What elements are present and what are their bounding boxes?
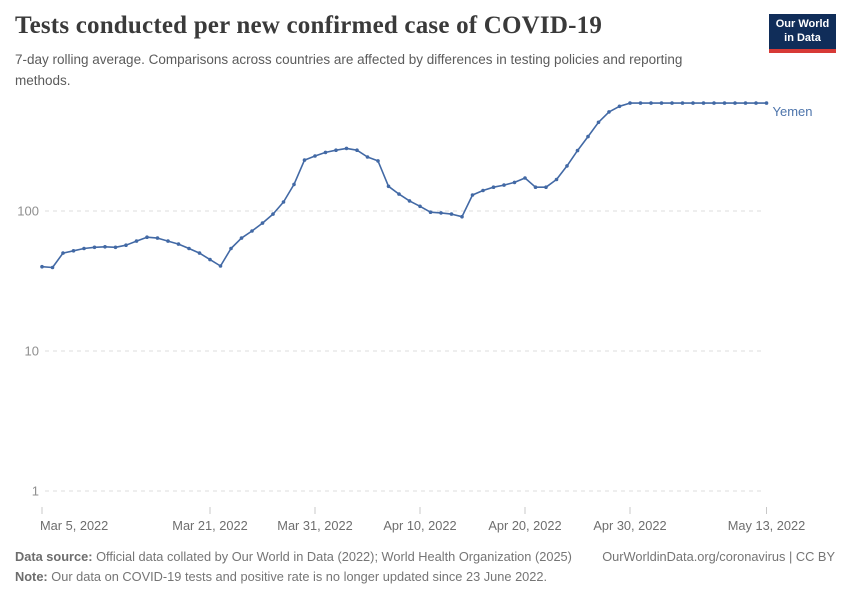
- data-point: [754, 101, 758, 105]
- data-point: [523, 176, 527, 180]
- x-axis-label: Mar 31, 2022: [277, 518, 352, 533]
- series-end-label: Yemen: [773, 104, 813, 119]
- note-label: Note:: [15, 569, 48, 585]
- data-point: [712, 101, 716, 105]
- data-point: [407, 199, 412, 203]
- data-point: [670, 101, 674, 105]
- data-point: [586, 134, 590, 139]
- x-axis-label: Apr 30, 2022: [593, 518, 666, 533]
- data-point: [428, 210, 433, 214]
- x-axis-label: Apr 20, 2022: [488, 518, 561, 533]
- data-point: [103, 245, 107, 249]
- data-point: [176, 242, 181, 246]
- data-source-value: Official data collated by Our World in D…: [92, 549, 572, 565]
- data-point: [680, 101, 685, 105]
- data-point: [554, 177, 559, 182]
- data-point: [628, 101, 632, 105]
- x-axis-label: Apr 10, 2022: [383, 518, 456, 533]
- data-point: [607, 110, 611, 114]
- data-point: [61, 251, 65, 255]
- data-point: [239, 236, 244, 240]
- data-point: [418, 204, 422, 209]
- data-point: [460, 214, 464, 219]
- page-title: Tests conducted per new confirmed case o…: [15, 12, 603, 39]
- data-point: [439, 211, 443, 215]
- data-point: [638, 101, 643, 105]
- data-point: [50, 265, 55, 270]
- data-point: [197, 251, 202, 255]
- data-point: [470, 193, 475, 197]
- y-axis-label: 1: [32, 484, 39, 499]
- data-point: [649, 101, 653, 105]
- chart-header: Tests conducted per new confirmed case o…: [15, 12, 755, 92]
- data-point: [155, 236, 160, 240]
- note-text: Note: Our data on COVID-19 tests and pos…: [15, 567, 835, 587]
- data-point: [82, 246, 86, 251]
- x-axis-label: May 13, 2022: [728, 518, 806, 533]
- data-point: [40, 264, 44, 269]
- data-point: [512, 180, 517, 185]
- note-value: Our data on COVID-19 tests and positive …: [47, 569, 548, 585]
- data-point: [334, 148, 338, 152]
- chart-footer: Data source: Official data collated by O…: [15, 547, 835, 587]
- owid-logo-line2: in Data: [784, 31, 821, 44]
- data-point: [691, 101, 695, 105]
- data-point: [565, 164, 569, 168]
- data-point: [71, 249, 76, 253]
- data-point: [733, 101, 737, 105]
- data-point: [260, 221, 265, 225]
- owid-logo-line1: Our World: [775, 17, 830, 30]
- data-point: [281, 200, 286, 204]
- owid-logo[interactable]: Our World in Data: [769, 14, 836, 53]
- data-point: [596, 120, 601, 125]
- data-point: [124, 243, 128, 247]
- data-point: [145, 235, 149, 239]
- data-source-label: Data source:: [15, 549, 93, 565]
- data-point: [302, 158, 307, 162]
- data-point: [355, 148, 359, 152]
- y-axis-label: 10: [25, 344, 39, 359]
- data-point: [533, 185, 538, 189]
- data-point: [764, 101, 769, 105]
- data-point: [134, 239, 139, 243]
- data-point: [229, 246, 233, 251]
- data-point: [722, 101, 727, 105]
- data-point: [344, 146, 349, 151]
- data-point: [92, 245, 97, 250]
- data-point: [743, 101, 748, 105]
- data-point: [313, 154, 317, 158]
- data-point: [617, 104, 622, 109]
- chart-subtitle: 7-day rolling average. Comparisons acros…: [15, 52, 683, 88]
- data-point: [250, 229, 254, 233]
- data-point: [659, 101, 664, 105]
- x-axis-label: Mar 21, 2022: [172, 518, 247, 533]
- data-point: [292, 182, 296, 187]
- data-point: [386, 184, 391, 189]
- series-line: [41, 102, 768, 269]
- x-axis-label: Mar 5, 2022: [40, 518, 108, 533]
- data-point: [166, 239, 170, 243]
- data-point: [271, 212, 275, 216]
- data-point: [502, 183, 506, 187]
- data-source-text: Data source: Official data collated by O…: [15, 547, 572, 567]
- data-point: [376, 159, 380, 163]
- data-point: [575, 148, 580, 153]
- data-point: [491, 185, 496, 189]
- data-point: [481, 188, 485, 193]
- data-point: [365, 155, 370, 159]
- data-point: [187, 246, 191, 251]
- data-point: [208, 257, 212, 262]
- data-point: [397, 192, 401, 196]
- data-point: [218, 264, 223, 268]
- y-axis-label: 100: [17, 204, 39, 219]
- data-point: [701, 101, 706, 105]
- data-point: [544, 185, 548, 189]
- data-point: [449, 212, 454, 216]
- owid-link[interactable]: OurWorldinData.org/coronavirus | CC BY: [602, 549, 835, 565]
- data-point: [113, 245, 118, 250]
- data-point: [323, 150, 328, 155]
